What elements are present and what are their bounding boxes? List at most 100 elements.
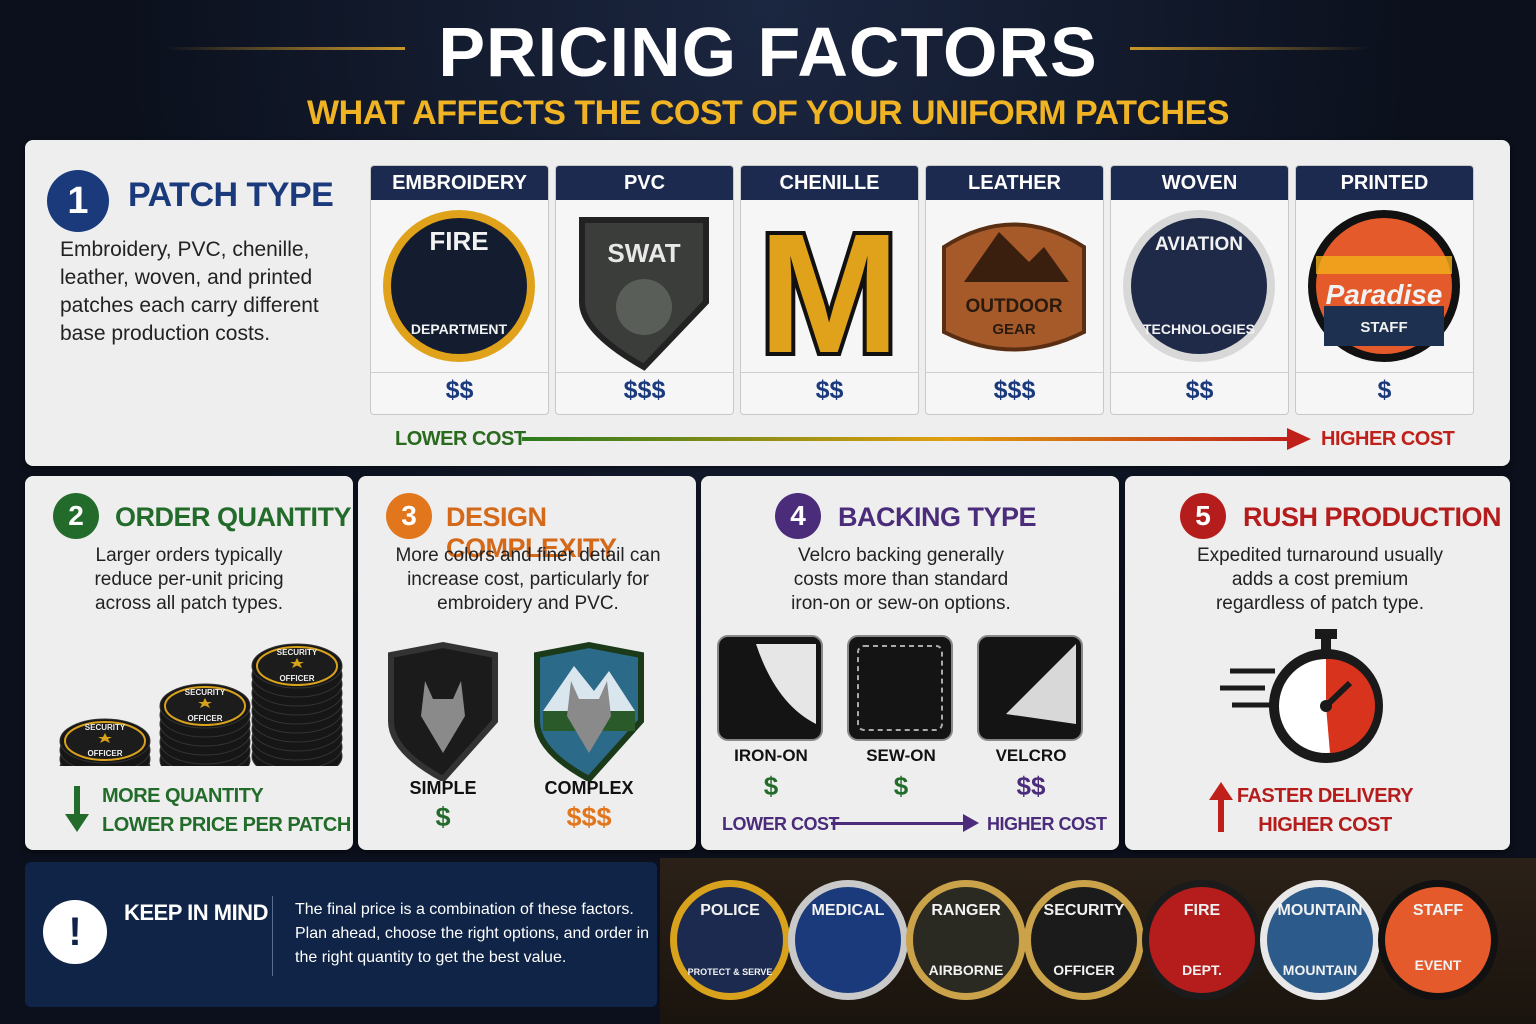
card-header: EMBROIDERY <box>371 166 548 200</box>
backing-sample <box>847 635 953 741</box>
skull <box>616 279 672 335</box>
patch-body <box>1267 887 1373 993</box>
patch-text: PROTECT & SERVE <box>688 967 773 977</box>
patch-text: SECURITY <box>1044 902 1125 919</box>
option-name: SIMPLE <box>409 778 477 798</box>
order-quantity-panel: 2 ORDER QUANTITY Larger orders typically… <box>25 476 353 850</box>
patch-body <box>391 218 527 354</box>
patch-price: $$$ <box>623 376 666 404</box>
card-header: CHENILLE <box>741 166 918 200</box>
patch-art: Paradise STAFF <box>1308 210 1460 362</box>
mountains <box>543 666 635 711</box>
patch-text: EVENT <box>1415 957 1462 973</box>
coin-face <box>256 646 338 686</box>
price-divider <box>371 372 548 373</box>
patch-text: POLICE <box>700 902 760 919</box>
backing-price: $$ <box>1016 771 1046 801</box>
patch-text: RANGER <box>931 902 1001 919</box>
coin-stacks: SECURITY OFFICER SECURITY OFFICER SECURITY OF… <box>59 643 343 766</box>
scale-low-label: LOWER COST <box>722 814 840 834</box>
factor-title: PATCH TYPE <box>128 176 334 214</box>
velcro <box>1006 644 1076 724</box>
option-name: COMPLEX <box>544 778 634 798</box>
cost-arrow-head <box>1287 428 1311 450</box>
patch-text: AIRBORNE <box>929 962 1004 978</box>
factor-number: 4 <box>775 493 821 539</box>
patch-price: $ <box>1377 376 1392 404</box>
patch-text: Paradise <box>1326 279 1443 310</box>
wolf <box>567 681 611 753</box>
factor-description: Larger orders typically reduce per-unit … <box>94 545 284 614</box>
patch-text: MEDICAL <box>812 902 885 919</box>
cost-arrow <box>831 822 966 825</box>
patch-text: TECHNOLOGIES <box>1143 321 1255 337</box>
coin-face <box>164 686 246 726</box>
patch-text: FIRE <box>1184 902 1221 919</box>
mountain <box>964 232 1069 282</box>
patch-body <box>1031 887 1137 993</box>
quantity-note: MORE QUANTITY LOWER PRICE PER PATCH <box>102 782 351 840</box>
backing-sample <box>717 635 823 741</box>
card-header: PRINTED <box>1296 166 1473 200</box>
note-line: LOWER PRICE PER PATCH <box>102 814 351 836</box>
gold-rule <box>1130 47 1370 50</box>
alert-icon: ! <box>43 900 107 964</box>
factor-title: RUSH PRODUCTION <box>1243 502 1502 532</box>
patch-text: MOUNTAIN <box>1283 962 1357 978</box>
card-header: LEATHER <box>926 166 1103 200</box>
patch-body <box>913 887 1019 993</box>
patch-art: M <box>754 202 904 372</box>
coin-text: SECURITY <box>277 648 318 657</box>
patch-showcase: POLICE PROTECT & SERVE MEDICAL RANGER AIRBOR… <box>670 880 1498 1000</box>
coin-star <box>98 733 112 743</box>
coin-face <box>64 721 146 761</box>
backing-price: $ <box>893 771 909 801</box>
factor-description: More colors and finer detail can increas… <box>395 545 661 614</box>
factor-description: Velcro backing generally costs more than… <box>791 545 1011 614</box>
factor-title: DESIGN COMPLEXITY <box>446 502 617 563</box>
wolf-patch <box>534 641 644 781</box>
backing-name: IRON-ON <box>734 746 808 765</box>
patch-art: AVIATION TECHNOLOGIES <box>1123 210 1275 362</box>
backing-square <box>847 635 953 741</box>
price-divider <box>926 372 1103 373</box>
showcase-patch: SECURITY OFFICER <box>1024 880 1144 1000</box>
price-divider <box>1296 372 1473 373</box>
showcase-patch: POLICE PROTECT & SERVE <box>670 880 790 1000</box>
keep-in-mind-title: KEEP IN MIND <box>124 900 268 925</box>
coin-text: OFFICER <box>279 674 314 683</box>
showcase-patch: RANGER AIRBORNE <box>906 880 1026 1000</box>
factor-description: Expedited turnaround usually adds a cost… <box>1196 545 1444 614</box>
coin-star <box>198 698 212 708</box>
price-divider <box>556 372 733 373</box>
backing-sample <box>977 635 1083 741</box>
patch-card: PRINTED Paradise STAFF $ <box>1295 165 1474 415</box>
factor-title: BACKING TYPE <box>838 502 1037 532</box>
keep-in-mind-text: The final price is a combination of thes… <box>295 901 650 966</box>
coin-text: OFFICER <box>87 749 122 758</box>
design-complexity-panel: 3 DESIGN COMPLEXITY More colors and fine… <box>358 476 696 850</box>
patch-price: $$$ <box>993 376 1036 404</box>
sea <box>1324 306 1444 346</box>
scale-low-label: LOWER COST <box>395 428 526 450</box>
wolf-patch <box>388 641 498 781</box>
wolf <box>421 681 465 753</box>
scale-high-label: HIGHER COST <box>1321 428 1455 450</box>
patch-text: SWAT <box>607 238 680 268</box>
down-arrow <box>65 786 89 832</box>
patch-body <box>1149 887 1255 993</box>
patch-text: DEPARTMENT <box>411 321 508 337</box>
page-subtitle: WHAT AFFECTS THE COST OF YOUR UNIFORM PA… <box>307 94 1229 132</box>
patch-type-panel: 1 PATCH TYPE Embroidery, PVC, chenille, … <box>25 140 1510 466</box>
stitching <box>857 645 943 731</box>
patch-card: PVC SWAT $$$ <box>555 165 734 415</box>
backing-type-panel: 4 BACKING TYPE Velcro backing generally … <box>701 476 1119 850</box>
divider <box>272 896 273 976</box>
cost-arrow-head <box>963 814 979 832</box>
note-line: HIGHER COST <box>1258 814 1392 836</box>
factor-description: Embroidery, PVC, chenille, leather, wove… <box>60 238 319 345</box>
rush-production-panel: 5 RUSH PRODUCTION Expedited turnaround u… <box>1125 476 1510 850</box>
patch-art: SWAT <box>579 217 709 371</box>
stopwatch-icon <box>1220 629 1383 763</box>
patch-body <box>1131 218 1267 354</box>
